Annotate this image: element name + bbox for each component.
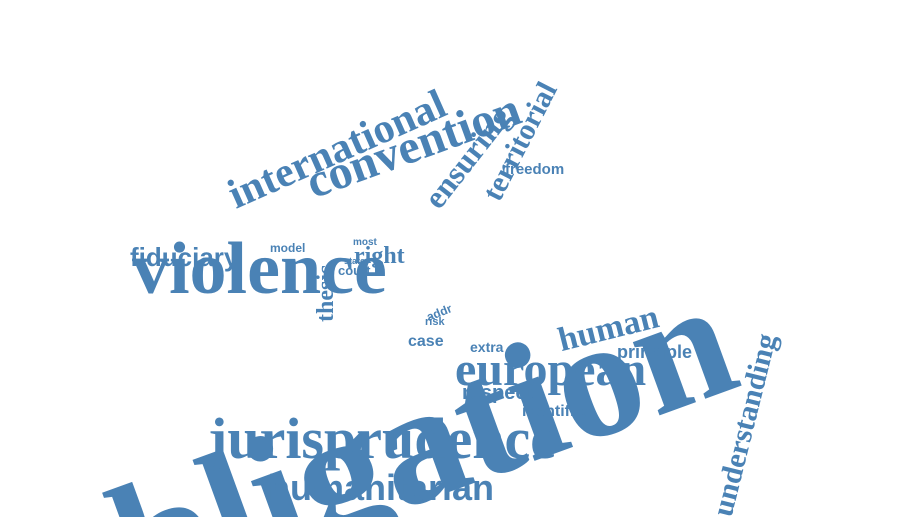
word-state: state xyxy=(344,256,366,266)
word-most: most xyxy=(353,237,377,248)
word-violence: violence xyxy=(132,228,387,310)
word-principle: principle xyxy=(617,342,693,362)
word-thesis: thesis xyxy=(313,264,339,322)
word-humanitarian: humanitarian xyxy=(268,467,495,508)
word-court: court xyxy=(338,263,371,278)
word-respect: respect xyxy=(462,382,534,404)
word-model: model xyxy=(270,241,306,255)
word-freedom: freedom xyxy=(505,161,565,178)
word-risk: risk xyxy=(425,316,445,328)
word-european: european xyxy=(455,343,647,396)
word-fiduciary: fiduciary xyxy=(130,242,239,272)
word-case: case xyxy=(408,333,444,350)
word-right: right xyxy=(354,243,405,269)
word-extra: extra xyxy=(470,339,504,355)
word-jurisprudence: jurisprudence xyxy=(208,406,556,471)
word-identifies: identifies xyxy=(522,403,593,420)
